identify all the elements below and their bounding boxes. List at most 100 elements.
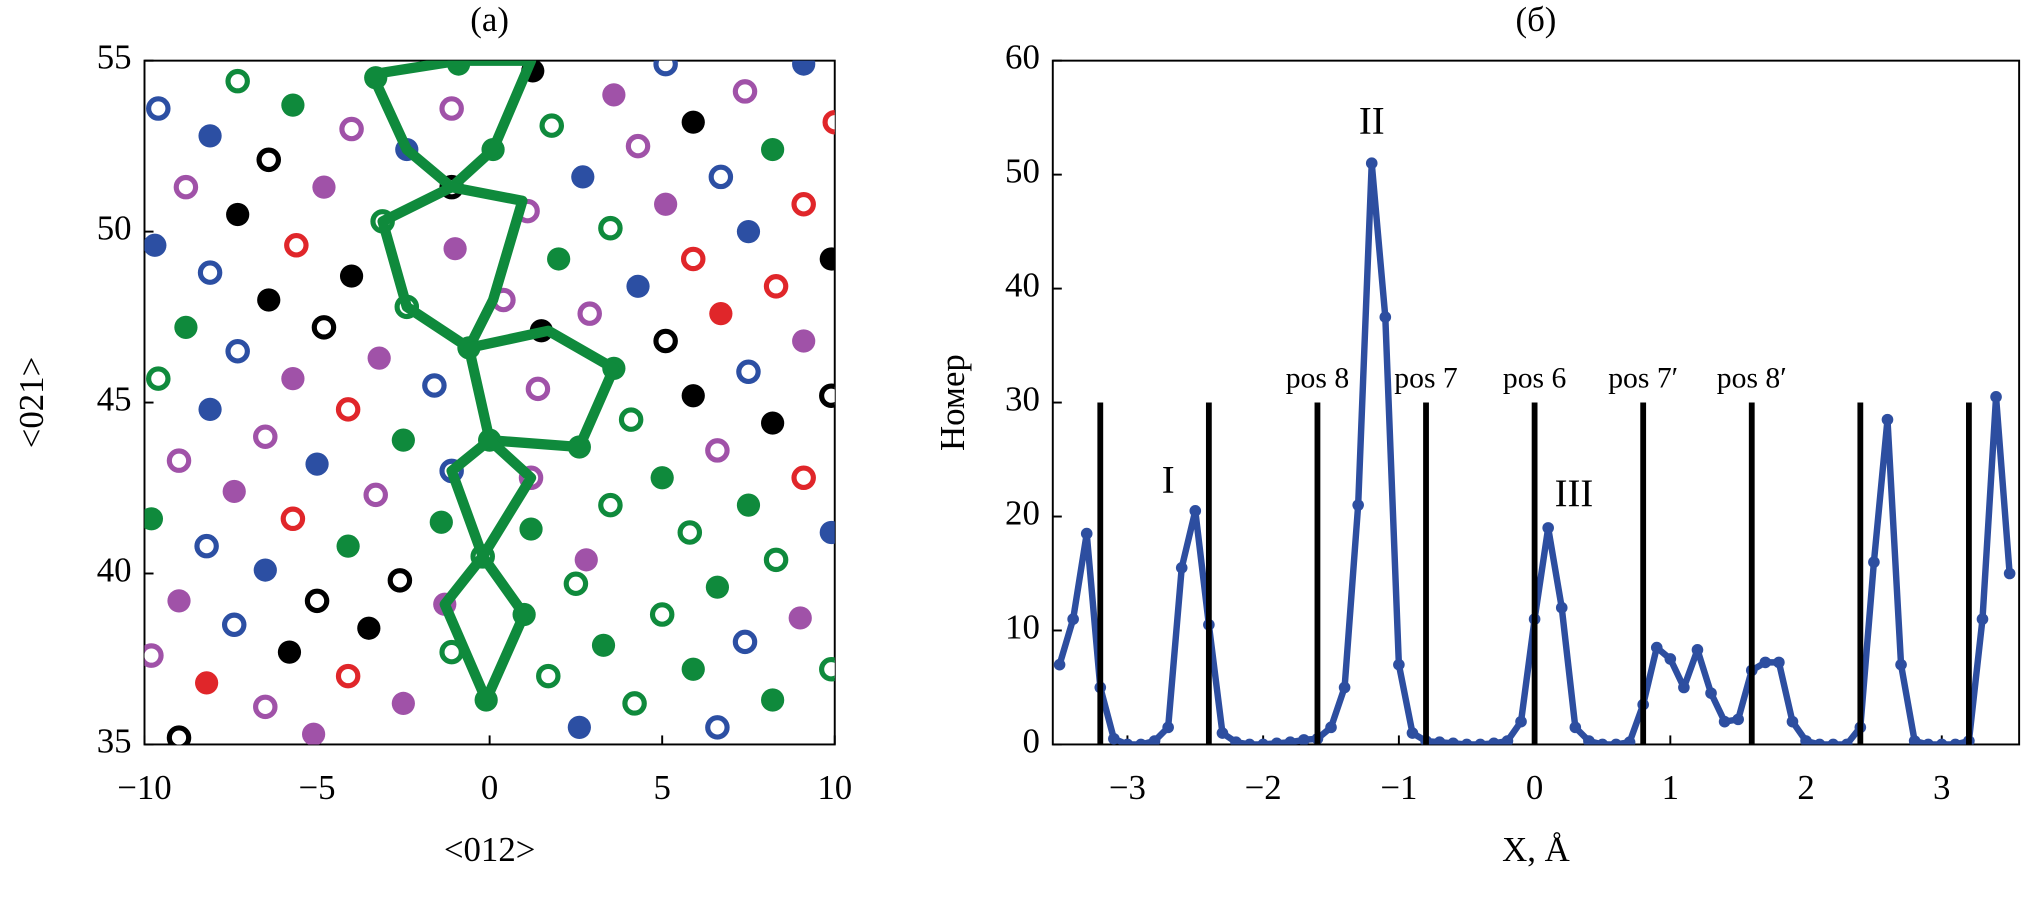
atom: [761, 688, 785, 712]
atom: [221, 612, 247, 638]
atom: [443, 237, 467, 261]
atom: [166, 725, 192, 745]
data-point: [1813, 738, 1826, 745]
data-point: [1773, 656, 1785, 669]
atom: [653, 328, 678, 354]
atom: [387, 568, 413, 593]
x-axis-label: <012>: [444, 830, 536, 869]
atom: [335, 397, 361, 422]
y-tick-label: 20: [1005, 494, 1040, 533]
data-point: [1908, 735, 1921, 745]
data-point: [1338, 681, 1351, 694]
data-point: [1325, 721, 1337, 734]
data-point: [1474, 738, 1487, 745]
data-point: [1759, 656, 1772, 669]
atom: [680, 246, 706, 272]
data-point: [1990, 391, 2002, 403]
data-point: [1840, 738, 1853, 745]
atom: [736, 359, 761, 385]
atom: [225, 68, 250, 94]
atom: [791, 191, 816, 217]
data-point: [1976, 613, 1989, 625]
atom: [167, 589, 191, 613]
atom: [429, 510, 453, 534]
atom: [253, 558, 277, 582]
data-point: [1433, 736, 1446, 745]
atom: [336, 534, 360, 558]
position-label: pos 6: [1503, 362, 1566, 394]
data-point: [2003, 567, 2016, 580]
atom: [761, 137, 785, 162]
atom: [819, 656, 835, 682]
data-point: [1555, 601, 1568, 614]
atom: [225, 339, 250, 364]
x-tick-label: 1: [1662, 768, 1679, 807]
atom: [519, 517, 543, 541]
atom: [304, 588, 330, 614]
atom: [226, 202, 250, 227]
atom: [732, 629, 758, 655]
atom: [763, 274, 789, 299]
data-point: [1705, 687, 1717, 699]
atom: [822, 109, 835, 135]
atom: [681, 657, 705, 681]
atom: [253, 694, 278, 720]
atom: [391, 691, 415, 716]
data-point: [1447, 737, 1459, 745]
data-point: [1678, 681, 1690, 694]
atom: [367, 346, 391, 370]
atom: [598, 215, 623, 241]
atom: [146, 366, 171, 391]
peak-label: II: [1359, 100, 1385, 142]
atom: [705, 575, 730, 599]
y-axis-label: <021>: [12, 357, 51, 449]
x-tick-label: 3: [1933, 768, 1950, 807]
data-point: [1298, 734, 1310, 745]
data-point: [1732, 713, 1744, 726]
data-point: [1596, 738, 1609, 745]
data-point: [1175, 561, 1188, 574]
data-point: [1542, 522, 1554, 534]
atom: [602, 83, 626, 107]
peak-label: I: [1162, 459, 1175, 501]
data-point: [1080, 527, 1093, 540]
y-tick-label: 40: [97, 551, 132, 590]
data-point: [1786, 715, 1799, 728]
x-tick-label: −1: [1380, 768, 1417, 807]
data-point: [1053, 658, 1066, 671]
data-point: [1189, 505, 1202, 517]
data-point: [1664, 653, 1677, 665]
y-tick-label: 45: [97, 380, 132, 419]
data-point: [1623, 736, 1636, 745]
atom: [622, 691, 647, 716]
data-point: [1515, 715, 1527, 728]
data-point: [1868, 556, 1880, 568]
data-point: [1121, 738, 1134, 745]
atom: [788, 606, 812, 630]
data-point: [1216, 727, 1229, 739]
position-label: pos 7′: [1608, 362, 1678, 394]
y-axis-label: Номер: [933, 354, 972, 451]
atom: [363, 482, 388, 508]
data-point: [1488, 737, 1500, 745]
atom: [761, 411, 785, 435]
x-tick-label: −10: [117, 768, 171, 807]
atom: [173, 174, 199, 200]
atom: [547, 247, 571, 271]
data-point: [1460, 738, 1473, 745]
atom: [539, 113, 565, 138]
atom: [422, 373, 447, 398]
atom: [736, 219, 761, 244]
atom: [681, 384, 705, 408]
cluster-outline: [367, 60, 537, 193]
cluster-outline: [446, 435, 537, 562]
y-tick-label: 30: [1005, 380, 1040, 419]
atom: [222, 479, 246, 504]
x-tick-label: −2: [1245, 768, 1282, 807]
atom: [312, 175, 336, 199]
data-point: [1365, 157, 1378, 170]
atom: [536, 663, 561, 689]
atom: [391, 428, 415, 452]
data-point: [1148, 735, 1161, 745]
